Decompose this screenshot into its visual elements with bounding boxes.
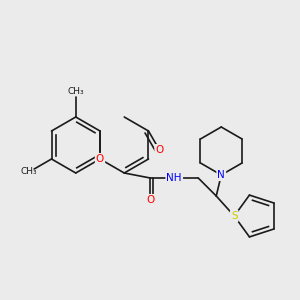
- Text: N: N: [218, 170, 225, 180]
- Text: CH₃: CH₃: [68, 86, 84, 95]
- Text: O: O: [155, 145, 164, 155]
- Text: O: O: [146, 195, 154, 205]
- Text: CH₃: CH₃: [21, 167, 37, 176]
- Text: NH: NH: [167, 173, 182, 183]
- Text: O: O: [96, 154, 104, 164]
- Text: S: S: [231, 211, 238, 221]
